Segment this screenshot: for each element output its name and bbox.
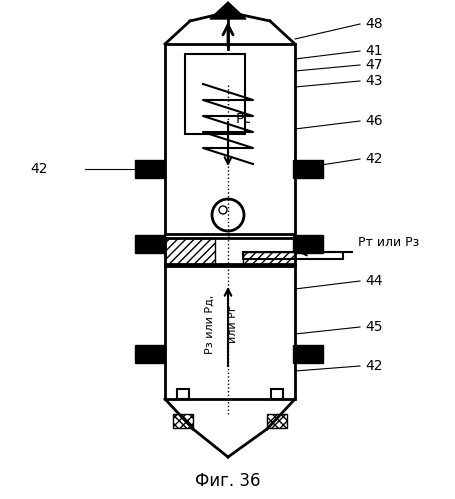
Text: 47: 47	[364, 58, 382, 72]
Bar	[293, 345, 322, 363]
Text: 41: 41	[364, 44, 382, 58]
Text: Рс: Рс	[236, 112, 252, 126]
Text: или Рг: или Рг	[228, 305, 238, 343]
Bar	[185, 54, 244, 134]
Bar	[135, 345, 165, 363]
Bar	[172, 414, 192, 428]
Text: 46: 46	[364, 114, 382, 128]
Text: 42: 42	[30, 162, 47, 176]
Text: Рт или Рз: Рт или Рз	[357, 236, 418, 249]
Text: Рз или Рд,: Рз или Рд,	[205, 294, 214, 354]
Text: 44: 44	[364, 274, 382, 288]
Text: 42: 42	[364, 359, 382, 373]
Bar	[135, 160, 165, 178]
Bar	[267, 414, 286, 428]
Text: 48: 48	[364, 17, 382, 31]
Bar	[165, 264, 294, 399]
Bar	[165, 44, 294, 234]
Text: 42: 42	[364, 152, 382, 166]
Bar	[293, 235, 322, 253]
Bar	[243, 252, 294, 266]
Bar	[270, 389, 283, 399]
Text: 45: 45	[364, 320, 382, 334]
Bar	[293, 160, 322, 178]
Bar	[135, 235, 165, 253]
Bar	[165, 238, 214, 266]
Text: Фиг. 36: Фиг. 36	[195, 472, 260, 490]
Bar	[243, 252, 342, 259]
Polygon shape	[210, 2, 245, 19]
Text: 43: 43	[364, 74, 382, 88]
Bar	[177, 389, 188, 399]
